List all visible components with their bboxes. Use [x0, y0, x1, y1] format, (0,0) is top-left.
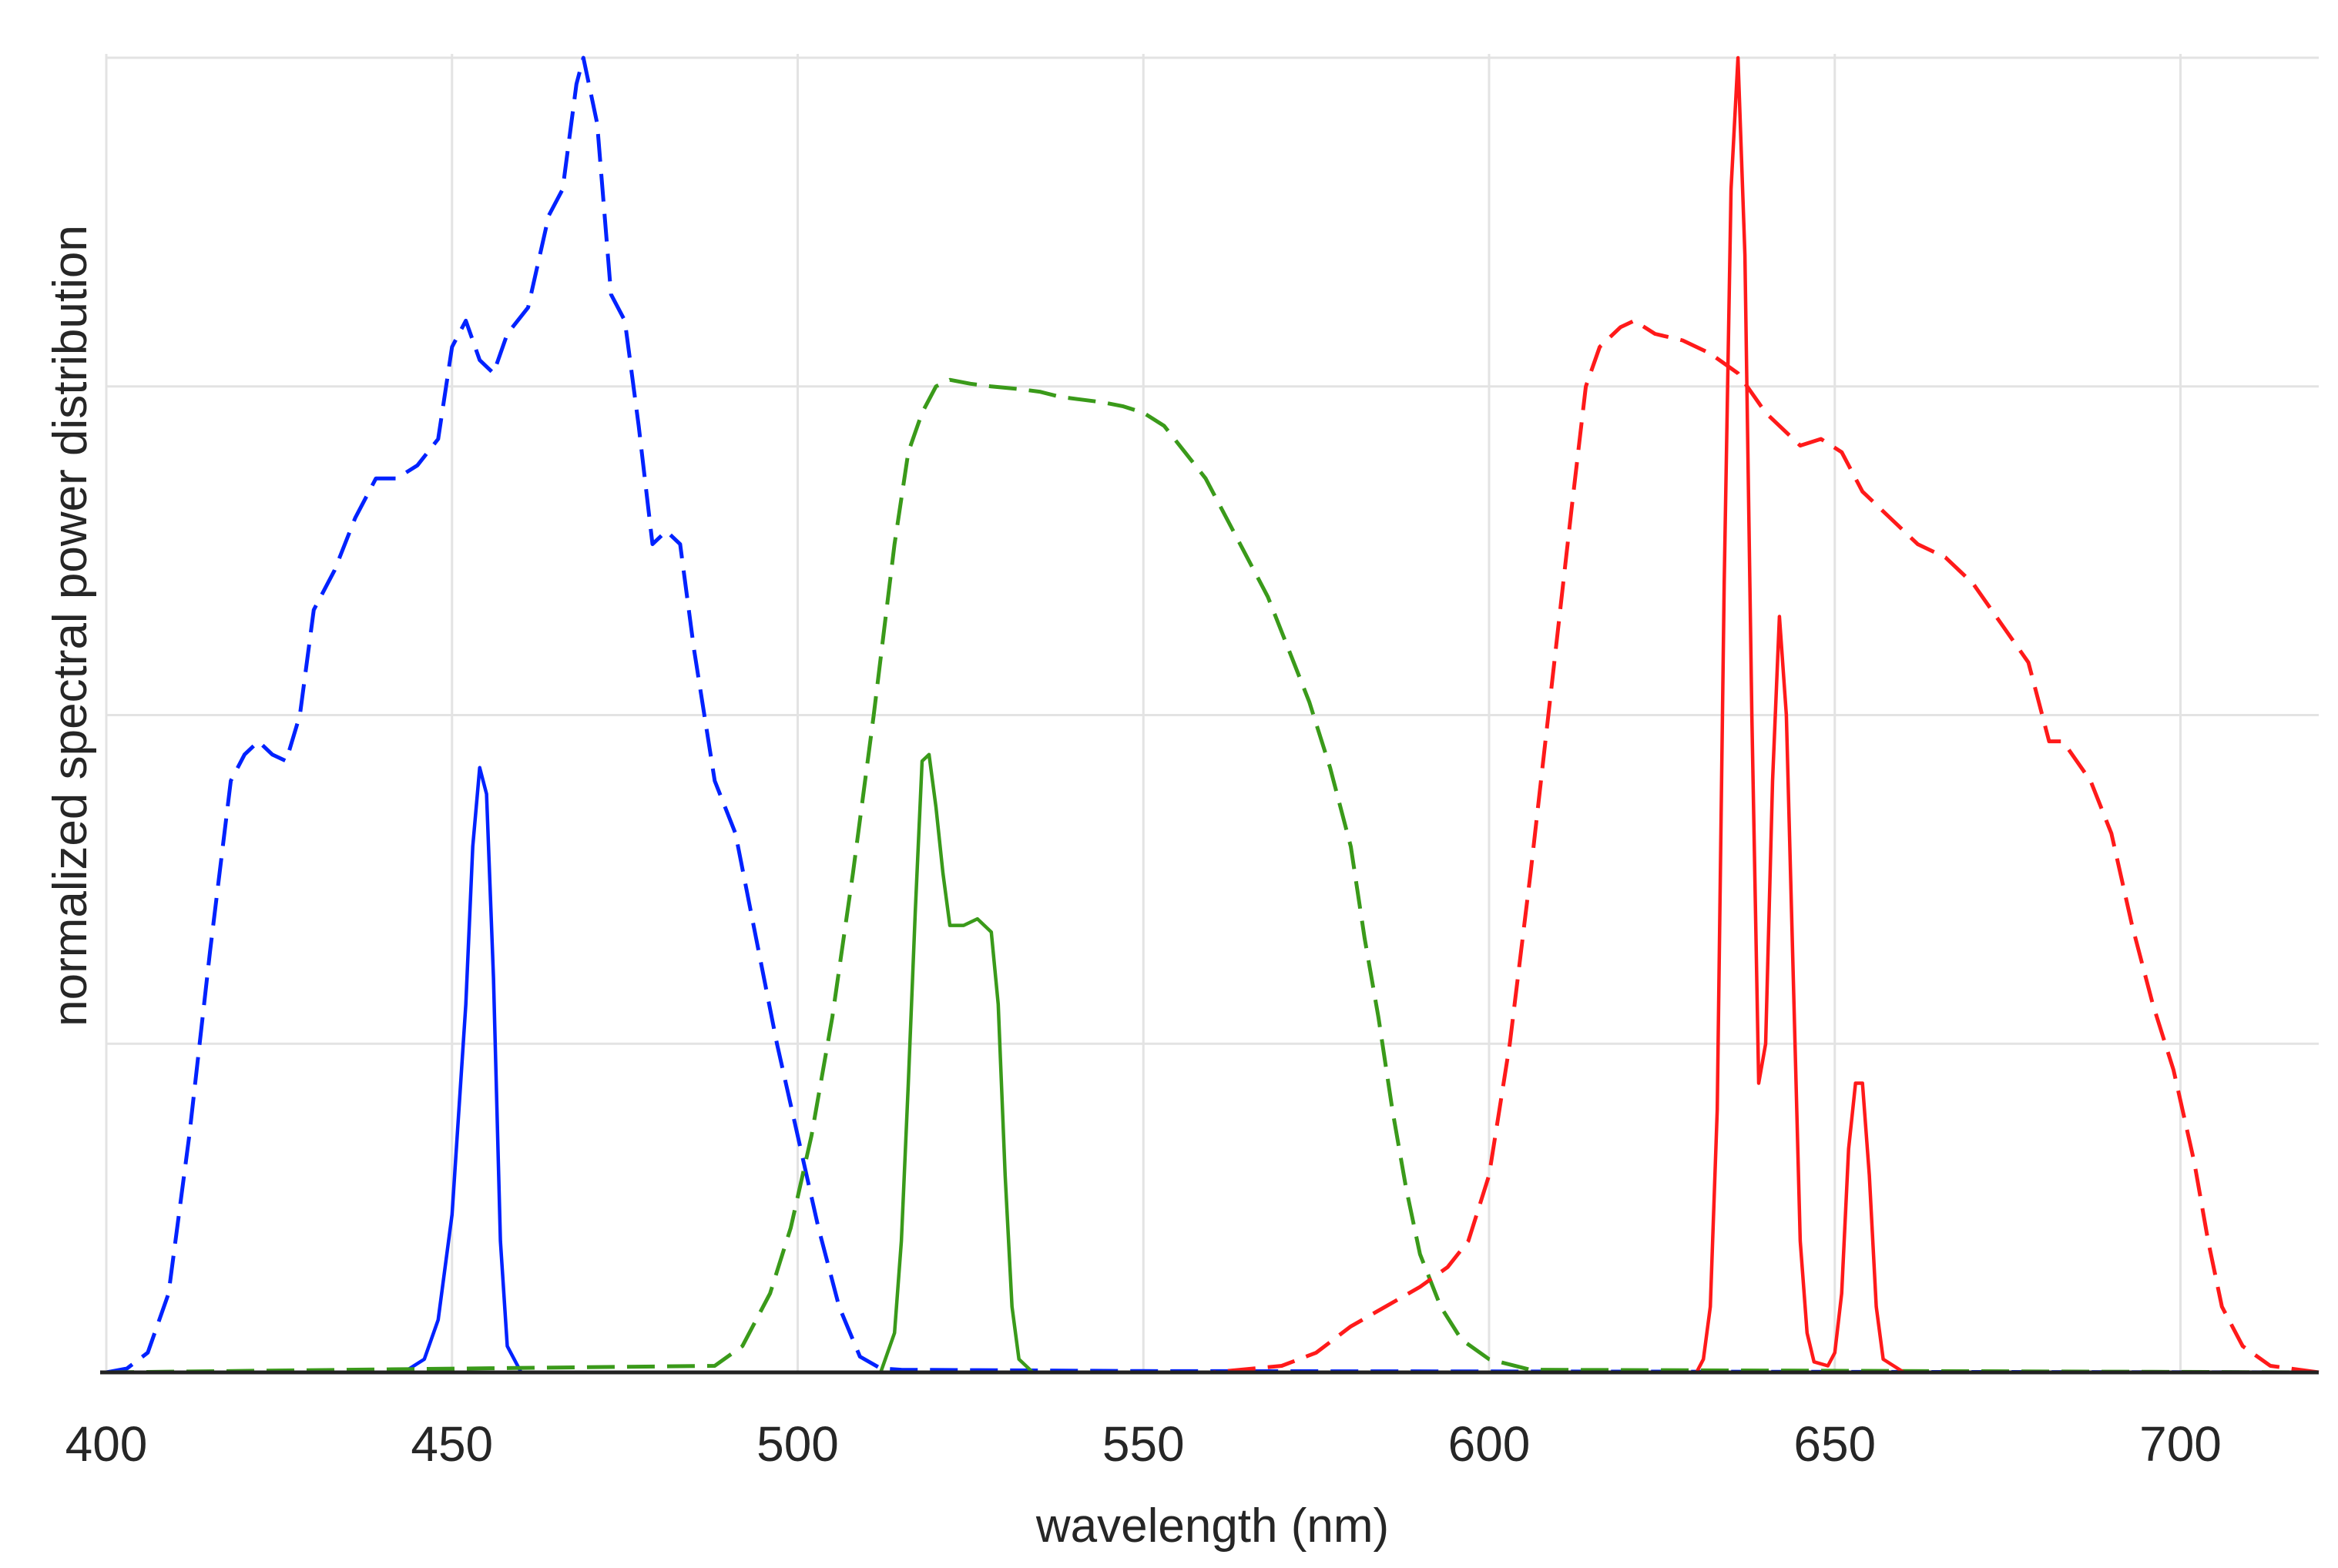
x-tick-label: 500 [756, 1416, 839, 1472]
x-tick-labels: 400 450 500 550 600 650 700 [65, 1416, 2222, 1472]
y-axis-label: normalized spectral power distribution [44, 225, 97, 1027]
x-tick-label: 700 [2139, 1416, 2222, 1472]
series-line-5 [106, 55, 2319, 1375]
series-line-4 [106, 318, 2320, 1375]
x-tick-label: 450 [411, 1416, 493, 1472]
x-tick-label: 650 [1793, 1416, 1876, 1472]
x-axis-label: wavelength (nm) [1035, 1499, 1389, 1553]
series-line-1 [106, 766, 2319, 1375]
series-line-0 [106, 55, 2320, 1375]
x-tick-label: 600 [1448, 1416, 1531, 1472]
series-layer [106, 55, 2320, 1375]
x-tick-label: 400 [65, 1416, 148, 1472]
grid-lines [105, 54, 2319, 1372]
series-line-3 [106, 752, 2319, 1375]
series-line-2 [106, 377, 2320, 1375]
x-tick-label: 550 [1102, 1416, 1185, 1472]
